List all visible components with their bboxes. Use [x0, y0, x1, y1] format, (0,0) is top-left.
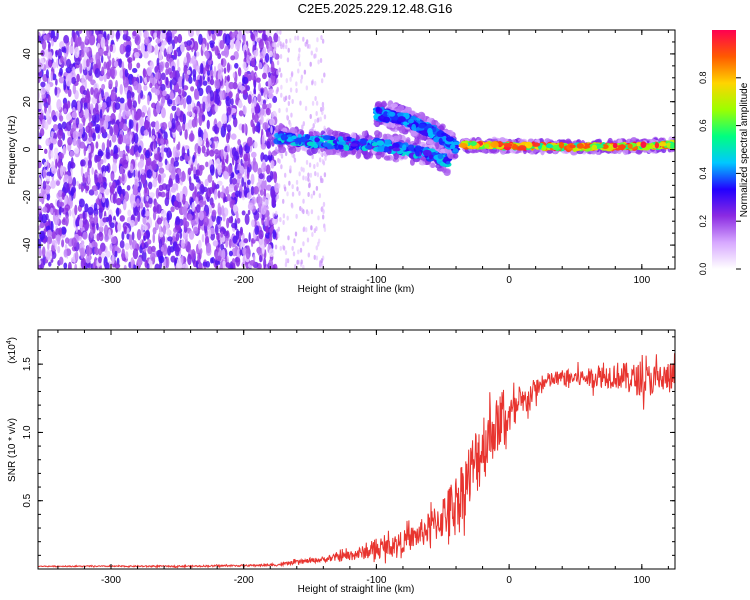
colorbar-tick: 0.2 — [698, 215, 741, 228]
colorbar-ticks: 0.0 0.2 0.4 0.6 0.8 — [698, 72, 741, 276]
snr-x-tick: -300 — [101, 330, 121, 586]
colorbar-tick: 0.4 — [698, 167, 741, 180]
snr-x-tick: -200 — [234, 330, 254, 586]
spectrogram-image — [38, 30, 675, 269]
spectrogram-y-label: Frequency (Hz) — [7, 116, 18, 185]
colorbar-tick-label: 0.8 — [698, 72, 708, 85]
snr-panel: -300 -200 -100 0 100 0.5 1.0 1.5 Height of str… — [6, 329, 676, 595]
colorbar-tick: 0.8 — [698, 72, 741, 85]
colorbar-tick: 0.6 — [698, 119, 741, 132]
snr-series-line — [38, 353, 675, 569]
spectrogram-y-tick-label: -20 — [22, 190, 33, 205]
snr-y-tick-label: 0.5 — [22, 493, 33, 507]
colorbar-tick-label: 0.4 — [698, 167, 708, 180]
spectrogram-y-tick-label: 0 — [22, 146, 33, 152]
snr-y-label: SNR (10 * v/v) — [7, 418, 18, 482]
spectrogram-x-tick-label: 0 — [506, 275, 512, 286]
colorbar-gradient — [712, 30, 736, 269]
chart-title: C2E5.2025.229.12.48.G16 — [297, 1, 453, 16]
snr-y-tick: 1.5 — [22, 357, 675, 371]
colorbar-tick-label: 0.0 — [698, 263, 708, 276]
spectrogram-y-tick-label: -40 — [22, 237, 33, 252]
colorbar-tick-label: 0.6 — [698, 119, 708, 132]
spectrogram-y-ticks: -40 -20 0 20 40 — [22, 29, 675, 270]
snr-y-tick: 1.0 — [22, 425, 675, 439]
spectrogram-x-tick-label: -300 — [101, 275, 121, 286]
snr-frame — [37, 329, 676, 570]
spectrogram-x-tick: 0 — [506, 30, 512, 286]
spectrogram-x-tick-label: -200 — [234, 275, 254, 286]
spectrogram-y-tick-label: 20 — [22, 96, 33, 108]
spectrogram-y-tick-label: 40 — [22, 48, 33, 60]
spectrogram-x-tick-label: -100 — [366, 275, 386, 286]
colorbar-tick-label: 0.2 — [698, 215, 708, 228]
snr-y-tick: 0.5 — [22, 493, 675, 508]
colorbar: 0.0 0.2 0.4 0.6 0.8 Normalized spectral ampl… — [698, 30, 750, 275]
snr-y-tick-label: 1.0 — [22, 425, 33, 439]
snr-x-tick-label: 0 — [506, 575, 512, 586]
snr-scale-label: (x104) — [6, 337, 18, 364]
snr-scale-exponent: 4 — [6, 340, 13, 344]
snr-x-tick-label: -200 — [234, 575, 254, 586]
snr-x-label: Height of straight line (km) — [298, 584, 415, 595]
snr-x-tick-label: 100 — [633, 575, 650, 586]
snr-y-tick-label: 1.5 — [22, 357, 33, 371]
colorbar-label: Normalized spectral amplitude — [739, 82, 750, 217]
spectrogram-x-tick-label: 100 — [633, 275, 650, 286]
snr-x-ticks: -300 -200 -100 0 100 — [57, 330, 669, 586]
snr-scale-base: (x10 — [7, 344, 18, 364]
colorbar-tick: 0.0 — [698, 263, 741, 276]
snr-x-tick: 0 — [506, 330, 512, 586]
spectrogram-x-label: Height of straight line (km) — [298, 284, 415, 295]
snr-x-tick-label: -300 — [101, 575, 121, 586]
spectrogram-x-tick: 100 — [633, 30, 651, 286]
snr-y-ticks: 0.5 1.0 1.5 — [22, 336, 675, 556]
snr-x-tick-label: -100 — [366, 575, 386, 586]
spectrogram-x-ticks: -300 -200 -100 0 100 — [57, 30, 669, 286]
